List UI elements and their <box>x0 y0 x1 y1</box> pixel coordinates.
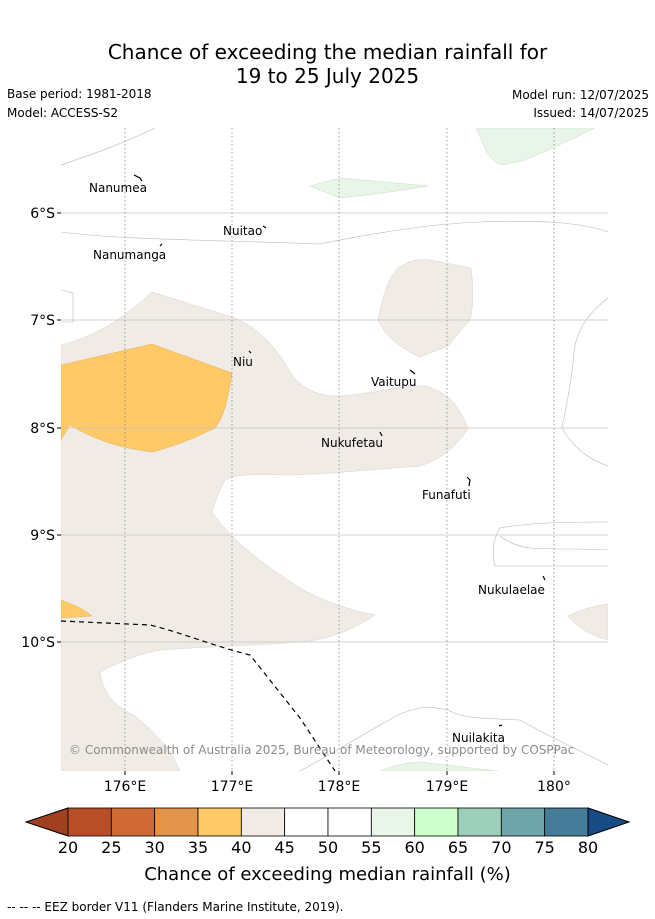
colorbar-title: Chance of exceeding median rainfall (%) <box>144 864 511 885</box>
place-nukulaelae: Nukulaelae <box>478 583 545 597</box>
colorbar-segment <box>370 807 416 837</box>
colorbar-tick-label: 45 <box>274 838 294 857</box>
longitude-labels: 176°E 177°E 178°E 179°E 180° <box>104 779 571 795</box>
lat-label-6s: 6°S <box>30 206 55 222</box>
place-nuitao: Nuitao <box>223 224 262 238</box>
lon-label-176e: 176°E <box>104 779 147 795</box>
contour-55-60-north <box>309 177 429 199</box>
colorbar-tick-label: 70 <box>491 838 511 857</box>
place-niu: Niu <box>233 355 253 369</box>
colorbar-segment <box>284 807 329 837</box>
colorbar-tick-label: 35 <box>188 838 208 857</box>
place-nanumea: Nanumea <box>89 181 147 195</box>
lat-label-8s: 8°S <box>30 421 55 437</box>
copyright-credit: © Commonwealth of Australia 2025, Bureau… <box>69 743 574 757</box>
meridians <box>124 128 555 771</box>
lon-label-179e: 179°E <box>426 779 469 795</box>
place-nuilakita: Nuilakita <box>452 731 505 745</box>
contour-35-40-sw <box>61 599 93 619</box>
eez-legend-note: -- -- -- EEZ border V11 (Flanders Marine… <box>7 900 344 914</box>
colorbar-tick-label: 60 <box>404 838 424 857</box>
place-vaitupu: Vaitupu <box>371 375 417 389</box>
issued-date: Issued: 14/07/2025 <box>533 106 649 120</box>
colorbar-tick-label: 65 <box>448 838 468 857</box>
place-funafuti: Funafuti <box>422 488 471 502</box>
colorbar-tick-label: 25 <box>101 838 121 857</box>
colorbar-tick-label: 20 <box>58 838 78 857</box>
colorbar: 20 25 30 35 40 45 50 55 60 65 70 75 80 <box>24 807 631 857</box>
model-run: Model run: 12/07/2025 <box>511 88 649 102</box>
place-nukufetau: Nukufetau <box>321 436 383 450</box>
colorbar-tick-label: 50 <box>318 838 338 857</box>
place-nanumanga: Nanumanga <box>93 248 166 262</box>
colorbar-segment <box>544 807 589 837</box>
chart-title: Chance of exceeding the median rainfall … <box>0 40 655 88</box>
colorbar-tick-label: 80 <box>578 838 598 857</box>
colorbar-segment <box>197 807 242 837</box>
lat-label-7s: 7°S <box>30 313 55 329</box>
colorbar-segment <box>240 807 286 837</box>
contour-lines <box>61 128 608 771</box>
island-marks <box>133 174 546 727</box>
colorbar-segment <box>327 807 372 837</box>
colorbar-tick-label: 75 <box>534 838 554 857</box>
lon-label-180: 180° <box>537 779 571 795</box>
title-line-2: 19 to 25 July 2025 <box>235 64 420 88</box>
colorbar-tick-label: 40 <box>231 838 251 857</box>
colorbar-segment <box>414 807 459 837</box>
contour-35-40 <box>61 343 233 453</box>
contour-40-45-vaitupu <box>377 259 474 358</box>
contour-40-45-east <box>567 603 608 641</box>
contour-55-60-ne <box>475 128 596 166</box>
graticule <box>61 212 608 643</box>
colorbar-segment <box>110 807 156 837</box>
lat-label-10s: 10°S <box>21 635 55 651</box>
colorbar-extend-high <box>587 807 631 837</box>
map-plot: Nanumea Nuitao Nanumanga Niu Vaitupu Nuk… <box>61 128 608 771</box>
eez-border <box>61 620 336 771</box>
axis-ticks <box>57 212 555 775</box>
colorbar-segment <box>500 807 546 837</box>
colorbar-segment <box>67 807 112 837</box>
base-period: Base period: 1981-2018 <box>7 87 152 101</box>
latitude-labels: 6°S 7°S 8°S 9°S 10°S <box>21 206 55 651</box>
model-name: Model: ACCESS-S2 <box>7 106 119 120</box>
colorbar-tick-label: 30 <box>144 838 164 857</box>
lon-label-178e: 178°E <box>318 779 361 795</box>
colorbar-extend-low <box>24 807 69 837</box>
lon-label-177e: 177°E <box>211 779 254 795</box>
colorbar-segment <box>457 807 502 837</box>
colorbar-segment <box>154 807 199 837</box>
lat-label-9s: 9°S <box>30 528 55 544</box>
contour-55-60-south <box>379 761 499 771</box>
colorbar-tick-label: 55 <box>361 838 381 857</box>
title-line-1: Chance of exceeding the median rainfall … <box>107 40 548 64</box>
